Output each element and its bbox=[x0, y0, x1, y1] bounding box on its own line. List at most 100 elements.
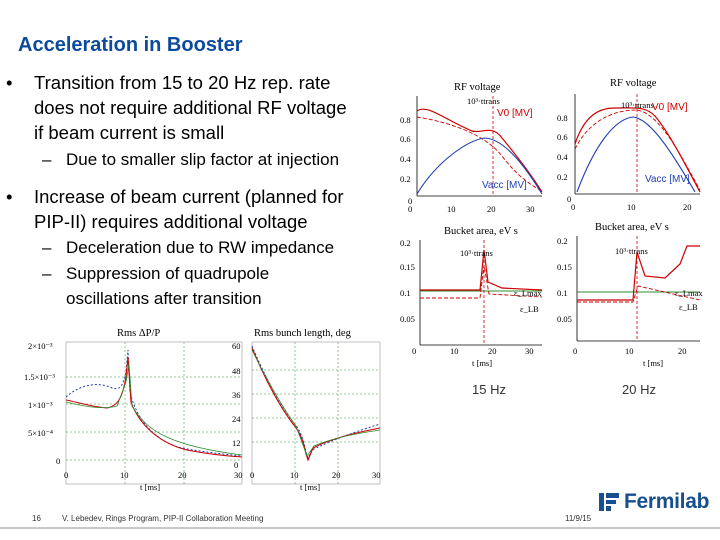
ttrans-label: 10³·ttrans bbox=[615, 246, 648, 256]
plot-rms-bunch-length: Rms bunch length, deg 60 48 36 24 12 0 0… bbox=[228, 322, 390, 494]
v0-curve bbox=[574, 107, 701, 193]
label-20hz: 20 Hz bbox=[622, 382, 656, 397]
plot-title: Bucket area, eV s bbox=[444, 226, 518, 237]
y-tick: 0.05 bbox=[557, 314, 572, 324]
fermilab-wordmark: Fermilab bbox=[624, 490, 710, 513]
x-tick: 20 bbox=[332, 470, 341, 480]
emax-label: ε_Lmax bbox=[514, 288, 542, 298]
sub-bullet-1: – Due to smaller slip factor at injectio… bbox=[42, 147, 339, 172]
fermilab-logo-icon bbox=[599, 493, 619, 511]
bullet-2: • Increase of beam current (planned for … bbox=[6, 184, 344, 234]
x-tick: 20 bbox=[178, 470, 187, 480]
y-tick: 0 bbox=[408, 196, 412, 206]
x-tick: 30 bbox=[525, 346, 534, 356]
y-tick: 1×10⁻³ bbox=[28, 400, 53, 410]
sub-bullet-3: – Suppression of quadrupole oscillations… bbox=[42, 261, 270, 311]
y-tick: 0.8 bbox=[557, 113, 568, 123]
bullet-1-line-3: if beam current is small bbox=[34, 122, 225, 143]
x-tick: 20 bbox=[683, 202, 692, 212]
y-tick: 60 bbox=[232, 341, 241, 351]
v0-dashed-curve bbox=[416, 116, 543, 192]
x-tick: 30 bbox=[234, 470, 243, 480]
x-tick: 30 bbox=[372, 470, 381, 480]
y-tick: 0.2 bbox=[400, 174, 411, 184]
x-tick: 10 bbox=[450, 346, 459, 356]
sub-bullet-3-line-1: Suppression of quadrupole bbox=[66, 264, 270, 283]
sub-bullet-2-line-1: Deceleration due to RW impedance bbox=[66, 238, 335, 257]
bullet-1-line-2: does not require additional RF voltage bbox=[34, 97, 347, 118]
y-tick: 2×10⁻³ bbox=[28, 341, 53, 351]
y-tick: 0.05 bbox=[400, 314, 415, 324]
emax-label: ε_Lmax bbox=[675, 288, 703, 298]
sub-bullet-3-line-2: oscillations after transition bbox=[66, 289, 262, 308]
plot-frame bbox=[251, 341, 381, 485]
vacc-label: Vacc [MV] bbox=[645, 174, 690, 185]
x-tick: 20 bbox=[487, 204, 496, 214]
bullet-glyph: • bbox=[6, 72, 13, 93]
plot-title: Rms bunch length, deg bbox=[254, 328, 352, 339]
v0-curve bbox=[416, 108, 543, 193]
label-15hz: 15 Hz bbox=[472, 382, 506, 397]
y-tick: 0 bbox=[234, 460, 238, 470]
x-tick: 10 bbox=[447, 204, 456, 214]
plot-bucket-area-15hz: Bucket area, eV s 0.2 0.15 0.1 0.05 0 10… bbox=[392, 220, 552, 370]
footer-citation: V. Lebedev, Rings Program, PIP-II Collab… bbox=[62, 514, 264, 523]
x-tick: 10 bbox=[627, 202, 636, 212]
y-tick: 0.4 bbox=[557, 152, 568, 162]
y-tick: 0.6 bbox=[557, 132, 568, 142]
y-tick: 1.5×10⁻³ bbox=[24, 372, 55, 382]
vacc-label: Vacc [MV] bbox=[482, 180, 527, 191]
footer-date: 11/9/15 bbox=[565, 514, 592, 523]
emax-curve bbox=[577, 245, 700, 301]
elb-label: ε_LB bbox=[679, 302, 698, 312]
ttrans-label: 10³·ttrans bbox=[467, 96, 500, 106]
y-tick: 0.6 bbox=[400, 134, 411, 144]
x-tick: 0 bbox=[64, 470, 68, 480]
y-tick: 0.8 bbox=[400, 115, 411, 125]
ttrans-label: 10³·ttrans bbox=[621, 100, 654, 110]
bl-blue-curve bbox=[251, 345, 381, 460]
elb-label: ε_LB bbox=[520, 304, 539, 314]
plot-rf-voltage-15hz: RF voltage 0.8 0.6 0.4 0.2 0 0 10 20 30 … bbox=[392, 76, 552, 221]
bullet-2-line-2: PIP-II) requires additional voltage bbox=[34, 211, 308, 232]
x-tick: 0 bbox=[573, 346, 577, 356]
sub-bullet-2: – Deceleration due to RW impedance bbox=[42, 235, 335, 260]
x-axis-label: t [ms] bbox=[140, 482, 160, 492]
y-tick: 36 bbox=[232, 390, 241, 400]
fermilab-logo: Fermilab bbox=[598, 490, 709, 514]
plot-rf-voltage-20hz: RF voltage 0.8 0.6 0.4 0.2 0 0 10 20 V0 … bbox=[555, 74, 705, 219]
x-tick: 10 bbox=[625, 346, 634, 356]
page-number: 16 bbox=[32, 514, 41, 523]
vacc-curve bbox=[576, 116, 696, 193]
y-tick: 0 bbox=[56, 456, 60, 466]
dpp-red-curve bbox=[65, 356, 243, 458]
v0-label: V0 [MV] bbox=[652, 102, 688, 113]
vacc-curve bbox=[416, 137, 543, 195]
bullet-2-line-1: Increase of beam current (planned for bbox=[34, 186, 344, 207]
x-axis-label: t [ms] bbox=[472, 358, 492, 368]
footer-divider bbox=[0, 527, 720, 529]
emax-curve bbox=[420, 249, 543, 291]
x-tick: 0 bbox=[408, 204, 412, 214]
y-tick: 12 bbox=[232, 438, 241, 448]
plot-title: RF voltage bbox=[454, 82, 501, 93]
y-tick: 0.2 bbox=[557, 236, 568, 246]
elb-curve bbox=[420, 264, 543, 299]
y-tick: 48 bbox=[232, 366, 241, 376]
y-tick: 0.1 bbox=[400, 288, 411, 298]
plot-rms-dpp: Rms ΔP/P 2×10⁻³ 1.5×10⁻³ 1×10⁻³ 5×10⁻⁴ 0… bbox=[22, 322, 250, 494]
plot-title: RF voltage bbox=[610, 78, 657, 89]
y-tick: 0.2 bbox=[400, 238, 411, 248]
bullet-1: • Transition from 15 to 20 Hz rep. rate … bbox=[6, 70, 347, 145]
x-tick: 0 bbox=[412, 346, 416, 356]
plot-frame bbox=[65, 341, 243, 485]
elb-curve bbox=[577, 285, 701, 303]
y-tick: 0.15 bbox=[557, 262, 572, 272]
dash-glyph: – bbox=[42, 238, 52, 257]
y-tick: 0 bbox=[567, 194, 571, 204]
x-tick: 20 bbox=[488, 346, 497, 356]
y-tick: 0.15 bbox=[400, 262, 415, 272]
y-tick: 24 bbox=[232, 414, 241, 424]
bullet-glyph: • bbox=[6, 186, 13, 207]
bl-red-curve bbox=[251, 347, 381, 462]
